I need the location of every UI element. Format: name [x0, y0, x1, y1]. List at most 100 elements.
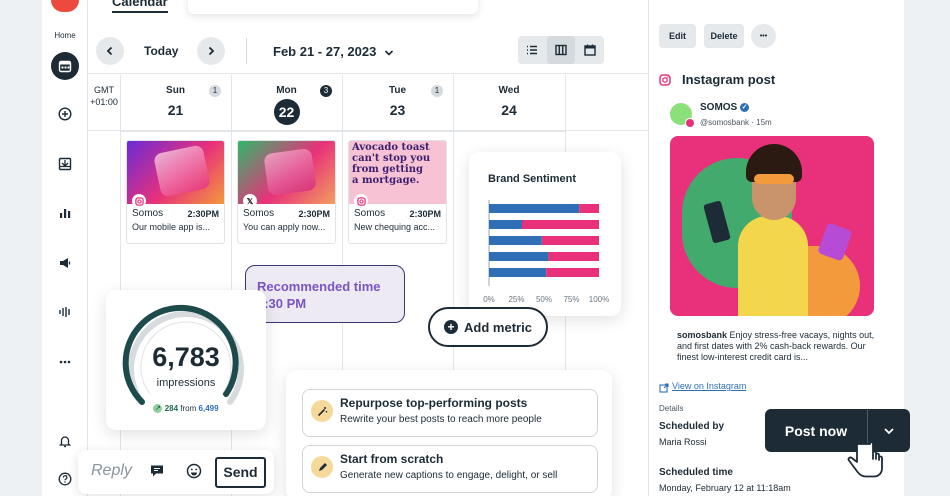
account-name: SOMOS ✓	[700, 102, 750, 113]
instagram-icon	[354, 194, 368, 208]
card-image	[152, 144, 212, 198]
listening-icon[interactable]	[55, 302, 75, 322]
chevron-down-icon[interactable]	[384, 45, 394, 63]
home-label: Home	[54, 31, 76, 40]
impressions-label: impressions	[156, 377, 216, 389]
sentiment-bar-segment	[541, 236, 599, 245]
date-range-picker[interactable]: Feb 21 - 27, 2023	[273, 44, 377, 59]
sunglasses	[754, 174, 794, 184]
pencil-icon	[311, 456, 333, 478]
help-icon[interactable]	[55, 469, 75, 489]
sentiment-bar-segment	[548, 252, 599, 261]
reply-bar: Reply Send	[78, 450, 274, 494]
sentiment-chart: 0% 25% 50% 75% 100%	[483, 200, 609, 304]
post-now-options-chevron-icon[interactable]	[868, 409, 910, 452]
analytics-icon[interactable]	[55, 203, 75, 223]
view-on-instagram-link[interactable]: View on Instagram	[672, 381, 747, 391]
post-count-badge: 1	[209, 85, 221, 97]
details-heading: Details	[659, 404, 684, 413]
post-preview-text: New chequing acc...	[354, 222, 436, 232]
today-button[interactable]: Today	[144, 44, 179, 58]
post-preview-text: Our mobile app is...	[132, 222, 211, 232]
plus-icon: +	[444, 320, 459, 334]
post-detail-panel: Edit Delete ••• Instagram post SOMOS ✓ @…	[648, 0, 904, 496]
delete-button[interactable]: Delete	[704, 24, 744, 48]
instagram-icon	[132, 194, 146, 208]
x-tick-label: 50%	[536, 295, 552, 304]
scheduled-post-card[interactable]: 𝕏 Somos 2:30PM You can apply now...	[237, 140, 336, 244]
post-image[interactable]	[670, 136, 874, 316]
more-options-button[interactable]: •••	[751, 24, 776, 48]
thumbnail-text: Avocado toast can't stop you from gettin…	[352, 142, 431, 186]
post-thumbnail: 𝕏	[238, 141, 335, 208]
more-icon[interactable]	[55, 352, 75, 372]
account-handle: @somosbank · 15m	[700, 118, 772, 127]
sentiment-bar-segment	[489, 252, 549, 261]
post-preview-text: You can apply now...	[243, 222, 326, 232]
list-view-icon[interactable]	[518, 36, 547, 64]
sentiment-bar-segment	[522, 220, 599, 229]
scheduled-time-label: Scheduled time	[659, 467, 733, 478]
tab-calendar[interactable]: Calendar	[112, 0, 168, 13]
sentiment-bar-segment	[546, 268, 599, 277]
inbox-icon[interactable]	[55, 154, 75, 174]
person-torso	[738, 216, 808, 316]
plus-circle-icon[interactable]	[55, 104, 75, 124]
scheduled-time-value: Monday, February 12 at 11:18am	[659, 483, 791, 493]
post-count-badge: 3	[320, 85, 332, 97]
post-count-badge: 1	[431, 85, 443, 97]
magic-wand-icon	[311, 400, 333, 422]
logo[interactable]	[51, 0, 79, 12]
scheduled-by-label: Scheduled by	[659, 421, 725, 432]
suggestion-repurpose[interactable]: Repurpose top-performing posts Rewrite y…	[302, 389, 598, 437]
post-now-button[interactable]: Post now	[765, 409, 868, 452]
scheduled-by-value: Maria Rossi	[659, 437, 707, 447]
add-metric-button[interactable]: + Add metric	[428, 307, 548, 347]
verified-icon: ✓	[740, 102, 750, 112]
day-header-mon[interactable]: Mon 22 3	[231, 82, 342, 132]
scheduled-post-card[interactable]: Avocado toast can't stop you from gettin…	[348, 140, 447, 244]
bell-icon[interactable]	[55, 431, 75, 451]
impressions-card: 6,783 impressions ↗ 284 from 6,499	[106, 290, 266, 430]
sentiment-bar-segment	[579, 204, 599, 213]
edit-button[interactable]: Edit	[659, 24, 696, 48]
instagram-icon	[659, 73, 671, 91]
prev-week-button[interactable]	[96, 37, 124, 65]
calendar-icon[interactable]	[51, 52, 79, 80]
recommended-time-card[interactable]: Recommended time 2:30 PM	[245, 265, 405, 323]
day-header-tue[interactable]: Tue 23 1	[342, 82, 453, 132]
reply-input[interactable]: Reply	[91, 462, 132, 479]
scheduled-post-card[interactable]: Somos 2:30PM Our mobile app is...	[126, 140, 225, 244]
sentiment-bar-segment	[489, 204, 580, 213]
post-thumbnail	[127, 141, 224, 208]
impressions-delta: ↗ 284 from 6,499	[153, 404, 219, 414]
instagram-badge-icon	[685, 118, 695, 128]
x-tick-label: 25%	[508, 295, 524, 304]
hand-cursor-icon	[843, 440, 889, 485]
day-header-sun[interactable]: Sun 21 1	[120, 82, 231, 132]
x-icon: 𝕏	[243, 194, 257, 208]
x-tick-label: 0%	[483, 295, 495, 304]
left-sidebar: Home	[42, 0, 88, 496]
month-view-icon[interactable]	[575, 36, 604, 64]
recommended-time-label: Recommended time	[257, 279, 381, 294]
timezone-label: GMT +01:00	[90, 85, 118, 107]
recommended-time-value: 2:30 PM	[257, 296, 307, 311]
suggestion-start-scratch[interactable]: Start from scratch Generate new captions…	[302, 445, 598, 493]
post-thumbnail: Avocado toast can't stop you from gettin…	[349, 141, 446, 208]
megaphone-icon[interactable]	[55, 253, 75, 273]
next-week-button[interactable]	[197, 37, 225, 65]
saved-replies-icon[interactable]	[149, 463, 165, 484]
x-tick-label: 100%	[589, 295, 609, 304]
toolbar-divider	[246, 38, 247, 64]
impressions-gauge	[122, 304, 244, 405]
post-type-title: Instagram post	[682, 72, 776, 87]
send-button[interactable]: Send	[215, 457, 266, 488]
sentiment-bar-segment	[489, 220, 522, 229]
week-view-icon[interactable]	[546, 36, 576, 64]
avatar	[670, 103, 695, 128]
post-caption: somosbank Enjoy stress-free vacays, nigh…	[677, 330, 875, 362]
day-header-wed[interactable]: Wed 24	[453, 82, 565, 132]
emoji-icon[interactable]	[186, 463, 202, 484]
header-divider	[88, 73, 648, 74]
